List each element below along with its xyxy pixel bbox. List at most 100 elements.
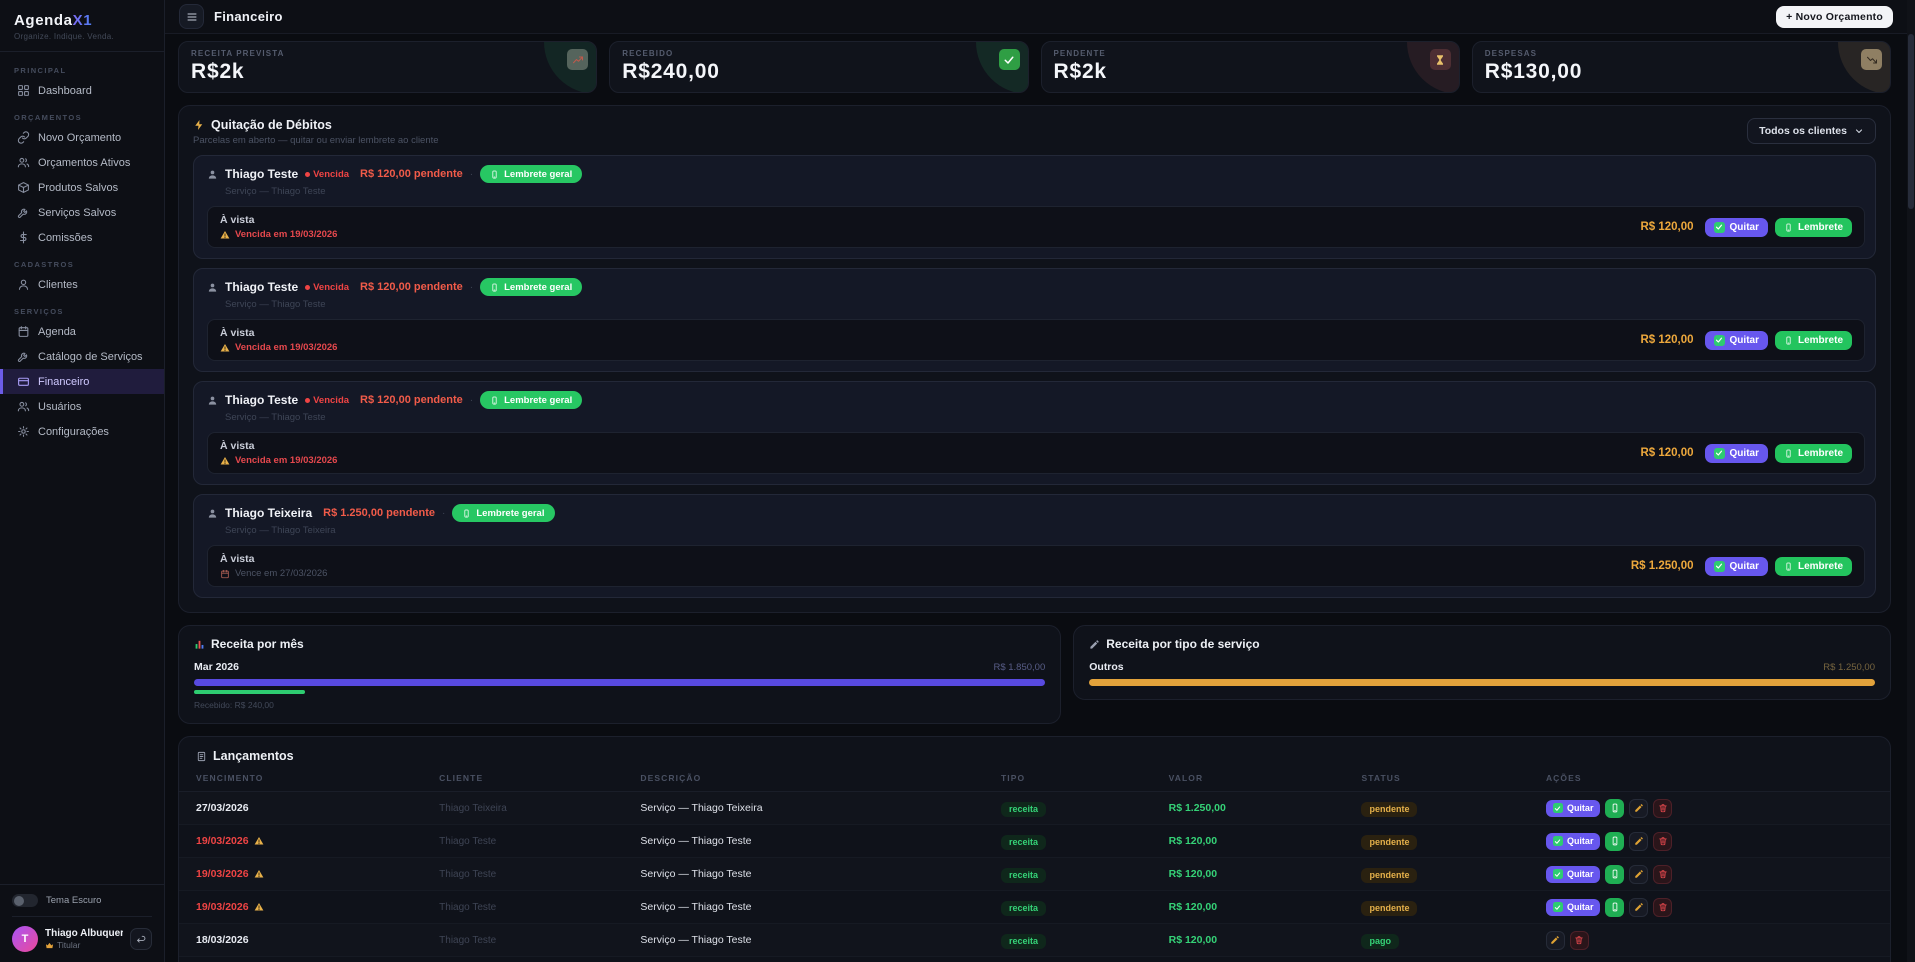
row-client: Thiago Teste: [439, 868, 497, 880]
reminder-all-button[interactable]: Lembrete geral: [480, 165, 583, 183]
sidebar-item-produtos-salvos[interactable]: Produtos Salvos: [0, 175, 164, 200]
overdue-badge: Vencida: [305, 169, 349, 180]
col-descricao: DESCRIÇÃO: [640, 773, 702, 783]
sidebar-item-configuracoes[interactable]: Configurações: [0, 419, 164, 444]
sidebar-item-novo-orcamento[interactable]: Novo Orçamento: [0, 125, 164, 150]
stat-card-despesas: DESPESAS R$130,00: [1471, 41, 1891, 93]
installment-name: À vista: [220, 553, 255, 565]
client-filter-select[interactable]: Todos os clientes: [1747, 118, 1876, 144]
quitar-button[interactable]: Quitar: [1545, 865, 1601, 883]
status-badge: pendente: [1361, 834, 1418, 850]
row-valor: R$ 120,00: [1168, 835, 1218, 847]
sidebar-item-catalogo-servicos[interactable]: Catálogo de Serviços: [0, 344, 164, 369]
check-square-icon: [1552, 803, 1563, 813]
tipo-badge: receita: [1000, 834, 1046, 850]
tipo-badge: receita: [1000, 933, 1046, 949]
box-icon: [17, 181, 30, 194]
installment-name: À vista: [220, 327, 255, 339]
sidebar-item-agenda[interactable]: Agenda: [0, 319, 164, 344]
topbar: Financeiro + Novo Orçamento: [165, 0, 1915, 34]
theme-toggle[interactable]: [12, 894, 38, 907]
table-header: VENCIMENTO CLIENTE DESCRIÇÃO TIPO VALOR …: [179, 773, 1890, 792]
installment-actions: R$ 120,00 Quitar Lembrete: [1640, 443, 1852, 463]
stat-label: PENDENTE: [1053, 49, 1106, 58]
lembrete-button[interactable]: Lembrete: [1774, 217, 1852, 237]
table-row: 19/03/2026 Thiago Teste Serviço — Thiago…: [179, 891, 1890, 924]
reminder-all-button[interactable]: Lembrete geral: [480, 391, 583, 409]
delete-button[interactable]: [1653, 798, 1673, 818]
scrollbar: [1907, 0, 1915, 962]
document-icon: [196, 751, 207, 762]
table-title-row: Lançamentos: [179, 749, 1890, 763]
debts-titles: Quitação de Débitos Parcelas em aberto —…: [193, 118, 439, 146]
status-badge: pendente: [1361, 801, 1418, 817]
row-valor: R$ 120,00: [1168, 868, 1218, 880]
new-budget-button[interactable]: + Novo Orçamento: [1776, 5, 1893, 28]
debt-service: Serviço — Thiago Teste: [225, 412, 326, 423]
reminder-all-button[interactable]: Lembrete geral: [452, 504, 555, 522]
tipo-badge: receita: [1000, 801, 1046, 817]
chart-title-row: Receita por mês: [194, 637, 1045, 651]
chart-category: Mar 2026: [194, 661, 239, 673]
warning-icon: [220, 343, 230, 353]
delete-button[interactable]: [1653, 864, 1673, 884]
user-icon: [17, 278, 30, 291]
check-square-icon: [1552, 902, 1563, 912]
row-client: Thiago Teixeira: [439, 802, 507, 814]
quitar-button[interactable]: Quitar: [1545, 832, 1601, 850]
edit-button[interactable]: [1629, 831, 1649, 851]
received-bar: [194, 690, 305, 694]
lembrete-button[interactable]: Lembrete: [1774, 443, 1852, 463]
whatsapp-reminder-button[interactable]: [1605, 864, 1625, 884]
stat-card-recebido: RECEBIDO R$240,00: [609, 41, 1029, 93]
overdue-badge: Vencida: [305, 282, 349, 293]
installment-due: Vencida em 19/03/2026: [220, 342, 337, 353]
row-tipo: receita: [1000, 898, 1169, 916]
quitar-button[interactable]: Quitar: [1704, 330, 1768, 350]
delete-button[interactable]: [1653, 831, 1673, 851]
whatsapp-reminder-button[interactable]: [1605, 897, 1625, 917]
debts-title: Quitação de Débitos: [211, 118, 332, 132]
quitar-label: Quitar: [1729, 560, 1759, 572]
quitar-button[interactable]: Quitar: [1704, 217, 1768, 237]
quitar-button[interactable]: Quitar: [1545, 898, 1601, 916]
reminder-all-button[interactable]: Lembrete geral: [480, 278, 583, 296]
whatsapp-reminder-button[interactable]: [1605, 798, 1625, 818]
installment-amount: R$ 1.250,00: [1630, 560, 1694, 572]
debt-item: Thiago Teste Vencida R$ 120,00 pendente …: [193, 155, 1876, 259]
sidebar-item-financeiro[interactable]: Financeiro: [0, 369, 164, 394]
whatsapp-reminder-button[interactable]: [1605, 831, 1625, 851]
switch-account-button[interactable]: [130, 928, 152, 950]
sidebar-item-usuarios[interactable]: Usuários: [0, 394, 164, 419]
hamburger-menu-button[interactable]: [179, 4, 204, 29]
row-status: pago: [1361, 931, 1545, 949]
wrench-icon: [17, 350, 30, 363]
brand: AgendaX1 Organize. Indique. Venda.: [0, 0, 164, 52]
row-valor: R$ 1.250,00: [1168, 802, 1226, 814]
edit-button[interactable]: [1629, 897, 1649, 917]
delete-button[interactable]: [1569, 930, 1589, 950]
edit-button[interactable]: [1629, 798, 1649, 818]
sidebar-item-label: Clientes: [38, 278, 78, 291]
edit-button[interactable]: [1545, 930, 1565, 950]
sidebar-item-dashboard[interactable]: Dashboard: [0, 78, 164, 103]
table-row: 27/03/2026 Thiago Teixeira Serviço — Thi…: [179, 792, 1890, 825]
edit-button[interactable]: [1629, 864, 1649, 884]
scrollbar-thumb[interactable]: [1908, 34, 1914, 209]
quitar-button[interactable]: Quitar: [1704, 443, 1768, 463]
quitar-button[interactable]: Quitar: [1704, 556, 1768, 576]
sidebar-item-comissoes[interactable]: Comissões: [0, 225, 164, 250]
stats-row: RECEITA PREVISTA R$2k RECEBIDO R$240,00 …: [178, 41, 1891, 93]
quitar-button[interactable]: Quitar: [1545, 799, 1601, 817]
debt-header-row: Thiago Teixeira R$ 1.250,00 pendente · L…: [207, 504, 1862, 522]
installment-info: À vista Vencida em 19/03/2026: [220, 214, 337, 240]
reminder-all-label: Lembrete geral: [504, 168, 573, 180]
delete-button[interactable]: [1653, 897, 1673, 917]
sidebar-item-orcamentos-ativos[interactable]: Orçamentos Ativos: [0, 150, 164, 175]
debts-panel: Quitação de Débitos Parcelas em aberto —…: [178, 105, 1891, 613]
stat-value: R$2k: [1053, 60, 1107, 83]
sidebar-item-servicos-salvos[interactable]: Serviços Salvos: [0, 200, 164, 225]
sidebar-item-clientes[interactable]: Clientes: [0, 272, 164, 297]
lembrete-button[interactable]: Lembrete: [1774, 556, 1852, 576]
lembrete-button[interactable]: Lembrete: [1774, 330, 1852, 350]
